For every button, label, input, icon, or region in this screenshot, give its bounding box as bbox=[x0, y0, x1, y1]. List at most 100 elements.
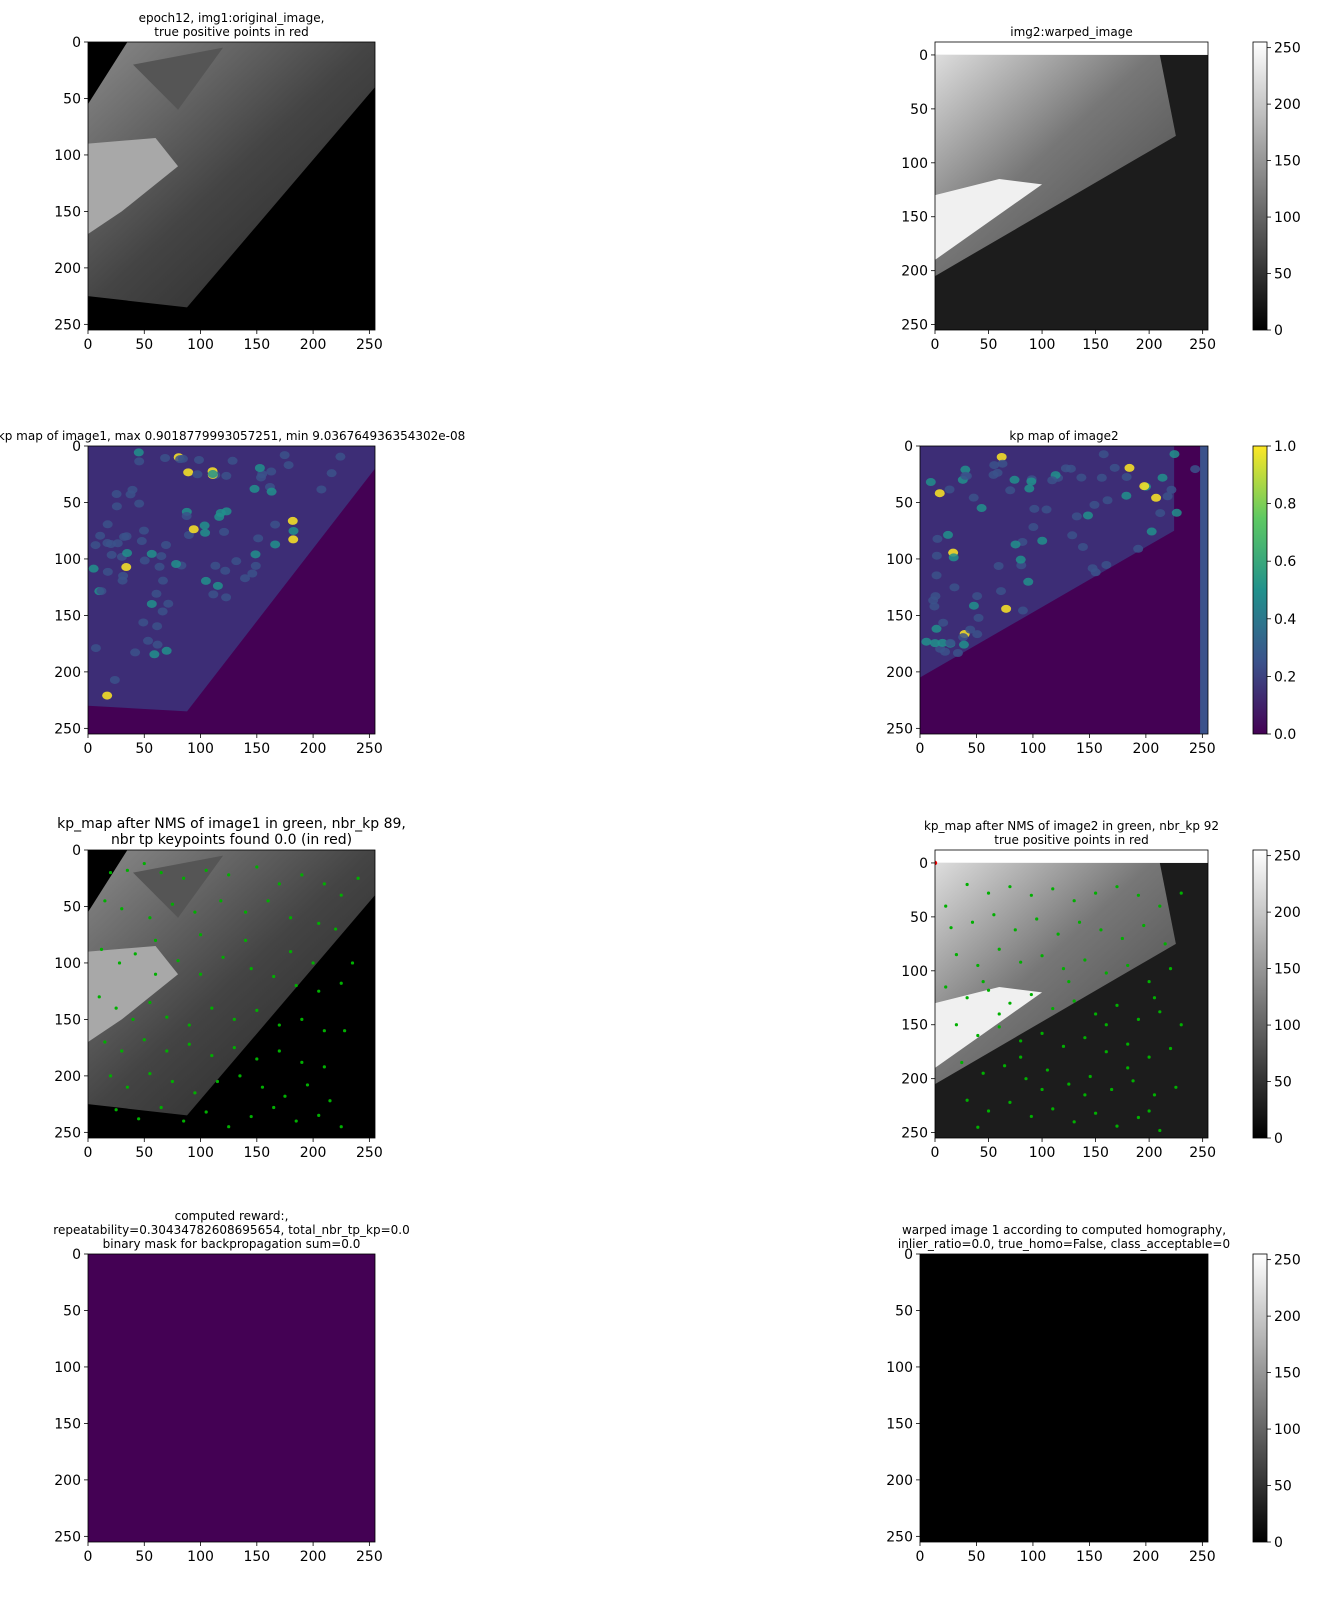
x-tick-label: 150 bbox=[243, 1145, 270, 1161]
keypoint-green bbox=[137, 1117, 141, 1121]
y-tick-label: 50 bbox=[63, 1303, 81, 1319]
keypoint-green bbox=[294, 983, 298, 988]
keypoint-green bbox=[277, 1023, 281, 1027]
kp-blob bbox=[255, 473, 266, 482]
keypoint-green bbox=[165, 1049, 169, 1053]
keypoint-green bbox=[153, 972, 158, 976]
keypoint-green bbox=[1019, 1055, 1023, 1059]
kp-blob bbox=[249, 484, 260, 493]
keypoint-green bbox=[1163, 942, 1167, 946]
keypoint-green bbox=[1035, 917, 1039, 921]
x-tick-label: 200 bbox=[300, 1549, 327, 1565]
kp-blob bbox=[929, 639, 940, 648]
keypoint-green bbox=[193, 1091, 197, 1095]
keypoint-green bbox=[997, 1025, 1001, 1029]
kp-blob bbox=[250, 550, 261, 559]
y-tick-label: 200 bbox=[886, 1473, 913, 1489]
kp-blob bbox=[1098, 450, 1109, 459]
x-tick-label: 50 bbox=[135, 1145, 153, 1161]
x-tick-label: 0 bbox=[84, 1145, 93, 1161]
kp-blob bbox=[937, 638, 948, 647]
kp-blob bbox=[192, 470, 203, 479]
keypoint-green bbox=[1093, 1012, 1098, 1016]
y-tick-label: 200 bbox=[901, 1072, 928, 1088]
kp-blob bbox=[88, 564, 99, 573]
kp-blob bbox=[1071, 512, 1082, 521]
kp-blob bbox=[119, 532, 130, 541]
colorbar-tick-label: 250 bbox=[1274, 849, 1301, 865]
keypoint-green bbox=[1067, 1082, 1071, 1086]
colorbar-tick-label: 50 bbox=[1274, 1479, 1292, 1495]
keypoint-green bbox=[142, 861, 146, 866]
kp-blob bbox=[972, 630, 983, 639]
y-tick-label: 250 bbox=[886, 1529, 913, 1545]
keypoint-green bbox=[1168, 967, 1173, 971]
kp-blob bbox=[127, 485, 138, 494]
bright-patch bbox=[935, 986, 1043, 1068]
image-region bbox=[88, 850, 375, 1116]
x-tick-label: 0 bbox=[931, 1145, 940, 1161]
kp-blob bbox=[221, 593, 232, 602]
y-tick-label: 50 bbox=[63, 495, 81, 511]
keypoint-green bbox=[322, 1065, 326, 1069]
chart-title: img2:warped_image bbox=[1010, 25, 1132, 39]
keypoint-green bbox=[1120, 936, 1124, 941]
keypoint-green bbox=[103, 1040, 107, 1044]
keypoint-green bbox=[103, 899, 107, 903]
keypoint-green bbox=[1024, 1077, 1028, 1081]
keypoint-green bbox=[328, 1099, 332, 1103]
chart-title: inlier_ratio=0.0, true_homo=False, class… bbox=[898, 1237, 1230, 1251]
colorbar-tick-label: 0 bbox=[1274, 1131, 1283, 1147]
x-tick-label: 200 bbox=[300, 337, 327, 353]
keypoint-green bbox=[343, 1029, 347, 1033]
keypoint-green bbox=[317, 921, 321, 926]
keypoint-green bbox=[997, 1012, 1001, 1016]
keypoint-green bbox=[221, 955, 225, 959]
kp-blob bbox=[973, 613, 984, 622]
x-tick-label: 100 bbox=[1029, 1145, 1056, 1161]
kp-blob bbox=[972, 592, 983, 601]
kp-blob bbox=[997, 459, 1008, 468]
chart-title: kp map of image2 bbox=[1009, 429, 1118, 443]
kp-blob bbox=[1005, 486, 1016, 495]
keypoint-green bbox=[1126, 1066, 1130, 1070]
kp-blob bbox=[146, 549, 157, 558]
colorbar bbox=[1252, 849, 1268, 1139]
image-background bbox=[920, 1254, 1208, 1542]
image-content bbox=[935, 42, 1208, 330]
image-content bbox=[920, 1254, 1208, 1542]
kp-blob bbox=[90, 644, 101, 653]
y-tick-label: 0 bbox=[72, 843, 81, 859]
keypoint-green bbox=[219, 899, 223, 903]
kp-blob bbox=[1146, 527, 1157, 536]
y-tick-label: 100 bbox=[901, 156, 928, 172]
keypoint-green bbox=[97, 995, 101, 999]
keypoint-green bbox=[1013, 928, 1017, 932]
kp-blob bbox=[227, 456, 238, 465]
x-tick-label: 250 bbox=[356, 1145, 383, 1161]
x-tick-label: 100 bbox=[187, 1145, 214, 1161]
keypoint-green bbox=[165, 1015, 169, 1019]
keypoint-green bbox=[170, 1079, 175, 1084]
keypoint-green bbox=[148, 1000, 152, 1005]
x-tick-label: 150 bbox=[1076, 1549, 1103, 1565]
x-tick-label: 200 bbox=[1133, 741, 1160, 757]
kp-blob bbox=[1037, 536, 1048, 545]
keypoint-green bbox=[1051, 887, 1055, 891]
image-content bbox=[88, 850, 375, 1138]
image-region bbox=[935, 862, 1176, 1085]
keypoint-green bbox=[272, 1105, 276, 1110]
keypoint-green bbox=[1029, 1114, 1033, 1119]
y-tick-label: 250 bbox=[54, 1529, 81, 1545]
keypoint-green bbox=[1008, 885, 1012, 889]
keypoint-green bbox=[1072, 1120, 1076, 1124]
kp-blob bbox=[960, 471, 971, 480]
colorbar-tick-label: 0 bbox=[1274, 1535, 1283, 1551]
keypoint-green bbox=[277, 882, 281, 886]
y-tick-label: 150 bbox=[886, 1416, 913, 1432]
kp-blob bbox=[210, 561, 221, 570]
keypoint-green bbox=[1131, 1079, 1135, 1083]
keypoint-green bbox=[300, 1060, 304, 1064]
keypoint-green bbox=[255, 1008, 259, 1012]
